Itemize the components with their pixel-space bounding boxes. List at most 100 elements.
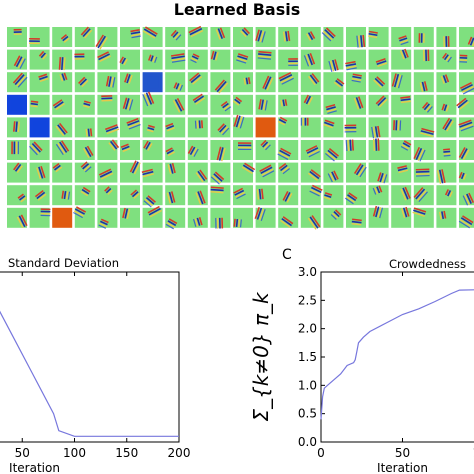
- basis-tile: [368, 72, 389, 93]
- basis-tile: [391, 27, 412, 47]
- y-tick-label: 2.0: [298, 322, 317, 336]
- basis-tile: [391, 140, 412, 160]
- basis-tile: [97, 94, 118, 115]
- basis-tile: [52, 72, 73, 93]
- y-tick-label: 2.5: [298, 293, 317, 307]
- basis-tile: [412, 207, 434, 228]
- basis-tile: [74, 49, 95, 70]
- basis-tile: [52, 117, 73, 138]
- basis-tile: [29, 185, 50, 206]
- basis-tile: [187, 25, 208, 47]
- basis-tile: [436, 117, 457, 138]
- basis-tile: [321, 27, 344, 47]
- basis-tile: [459, 27, 474, 47]
- basis-tile: [7, 140, 27, 160]
- basis-tile: [233, 27, 253, 47]
- basis-tile: [323, 185, 344, 206]
- basis-tile: [233, 162, 256, 183]
- basis-tile: [210, 117, 231, 138]
- basis-tile: [165, 185, 186, 206]
- basis-tile: [74, 117, 95, 138]
- basis-tile: [233, 185, 253, 206]
- basis-tile: [278, 94, 299, 115]
- x-tick-label: 200: [168, 446, 191, 460]
- basis-tile: [120, 140, 140, 160]
- basis-tile: [368, 49, 389, 70]
- basis-tile: [120, 27, 141, 47]
- basis-tile: [210, 185, 231, 206]
- series-line: [320, 289, 474, 420]
- crowdedness-chart: 0 50 100 0.0 0.5 1.0 1.5 2.0 2.5 3.0 Iteration Σ_{k…: [249, 265, 474, 474]
- basis-tile: [187, 207, 208, 228]
- x-tick-label: 150: [115, 446, 138, 460]
- x-axis-label: Iteration: [9, 461, 60, 474]
- basis-tile: [323, 49, 344, 72]
- basis-tile: [7, 117, 27, 138]
- basis-tile: [74, 72, 95, 93]
- basis-tile: [413, 72, 434, 93]
- basis-tile: [233, 49, 253, 70]
- basis-tile: [52, 94, 73, 115]
- basis-tile: [278, 49, 299, 70]
- basis-tile: [391, 72, 412, 93]
- basis-tile: [52, 207, 73, 228]
- basis-tile: [368, 27, 389, 47]
- basis-tile: [74, 161, 95, 183]
- y-tick-label: 0.0: [298, 435, 317, 449]
- basis-tile: [165, 162, 186, 183]
- basis-tile: [52, 140, 73, 160]
- basis-tile: [210, 162, 231, 185]
- basis-tile: [74, 26, 95, 47]
- panel-c-letter: C: [282, 247, 292, 263]
- basis-tile: [7, 207, 28, 229]
- basis-tile: [436, 185, 457, 206]
- basis-tile: [255, 162, 276, 183]
- basis-tile: [142, 185, 163, 208]
- basis-tile: [345, 139, 366, 160]
- basis-tile: [52, 185, 73, 206]
- basis-tile: [278, 185, 299, 206]
- basis-tile: [300, 207, 321, 230]
- basis-tile: [436, 27, 457, 47]
- basis-tile: [120, 207, 140, 228]
- basis-tile: [391, 94, 412, 115]
- basis-tile: [29, 162, 50, 183]
- basis-tile: [344, 185, 366, 206]
- basis-tile: [187, 72, 208, 93]
- basis-tile: [436, 94, 457, 115]
- basis-tile: [436, 72, 457, 93]
- basis-tile: [165, 117, 186, 138]
- basis-tile: [300, 49, 321, 70]
- basis-tile: [165, 140, 186, 160]
- basis-tile: [300, 184, 323, 206]
- basis-tile: [233, 207, 253, 228]
- basis-tile: [29, 72, 50, 93]
- x-tick-label: 100: [473, 446, 474, 460]
- basis-tile: [97, 185, 118, 206]
- basis-tile: [187, 185, 208, 206]
- basis-tile: [300, 72, 321, 93]
- basis-tile: [7, 162, 27, 183]
- basis-tile: [368, 94, 389, 115]
- basis-tile: [300, 94, 321, 115]
- basis-tile: [346, 94, 366, 115]
- basis-tile: [323, 162, 344, 183]
- basis-tile: [458, 162, 474, 183]
- y-tick-label: 1.0: [298, 378, 317, 392]
- basis-tile: [7, 72, 28, 93]
- x-tick-label: 0: [317, 446, 325, 460]
- basis-tile: [73, 206, 95, 228]
- basis-tile: [346, 162, 367, 183]
- basis-tile: [255, 72, 276, 93]
- basis-tile: [255, 27, 276, 47]
- x-axis-label: Iteration: [377, 461, 428, 474]
- basis-tile: [323, 72, 345, 93]
- basis-tile: [97, 49, 118, 70]
- basis-tile: [187, 162, 208, 183]
- learned-basis-grid: [7, 25, 474, 230]
- basis-tile: [7, 94, 27, 115]
- basis-tile: [255, 117, 276, 138]
- plot-frame: [0, 271, 180, 443]
- basis-tile: [29, 27, 50, 47]
- basis-tile: [278, 207, 299, 228]
